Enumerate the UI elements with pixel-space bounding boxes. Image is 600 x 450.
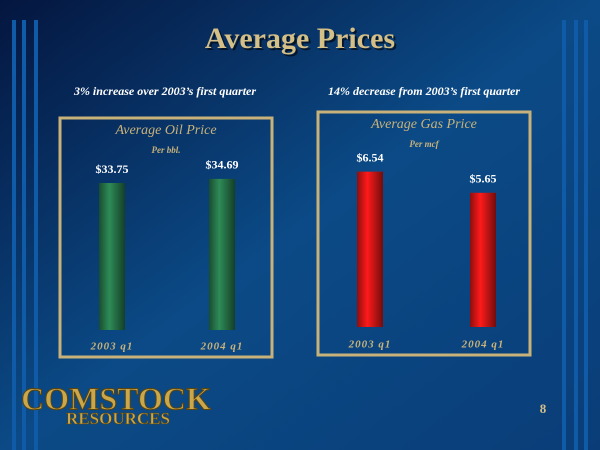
- chart-title: Average Oil Price: [114, 123, 216, 138]
- chart-frame: [316, 110, 532, 357]
- chart-annotation: 14% decrease from 2003’s first quarter: [328, 84, 520, 98]
- value-label: $5.65: [470, 172, 497, 186]
- x-tick-label: 2004 q1: [200, 341, 244, 353]
- slide-title: Average Prices: [205, 22, 395, 55]
- value-label: $33.75: [96, 162, 129, 176]
- x-tick-label: 2003 q1: [348, 339, 392, 351]
- logo-line2: RESOURCES: [66, 409, 170, 428]
- chart-title: Average Gas Price: [370, 117, 477, 132]
- value-label: $6.54: [357, 150, 384, 164]
- bar-shade: [470, 192, 496, 327]
- chart-subtitle: Per bbl.: [152, 145, 181, 155]
- x-tick-label: 2003 q1: [90, 341, 134, 353]
- chart-annotation: 3% increase over 2003’s first quarter: [73, 84, 256, 98]
- page-number: 8: [540, 401, 547, 416]
- logo-line1: COMSTOCK: [21, 380, 211, 416]
- x-tick-label: 2004 q1: [461, 339, 505, 351]
- slide-title-shadow: Average Prices: [207, 24, 397, 57]
- bar-shade: [209, 178, 235, 330]
- bar-shade: [357, 171, 383, 327]
- chart-frame: [58, 116, 274, 359]
- chart-subtitle: Per mcf: [409, 139, 439, 149]
- side-stripes: [12, 20, 588, 450]
- bar-shade: [99, 183, 125, 330]
- value-label: $34.69: [206, 158, 239, 172]
